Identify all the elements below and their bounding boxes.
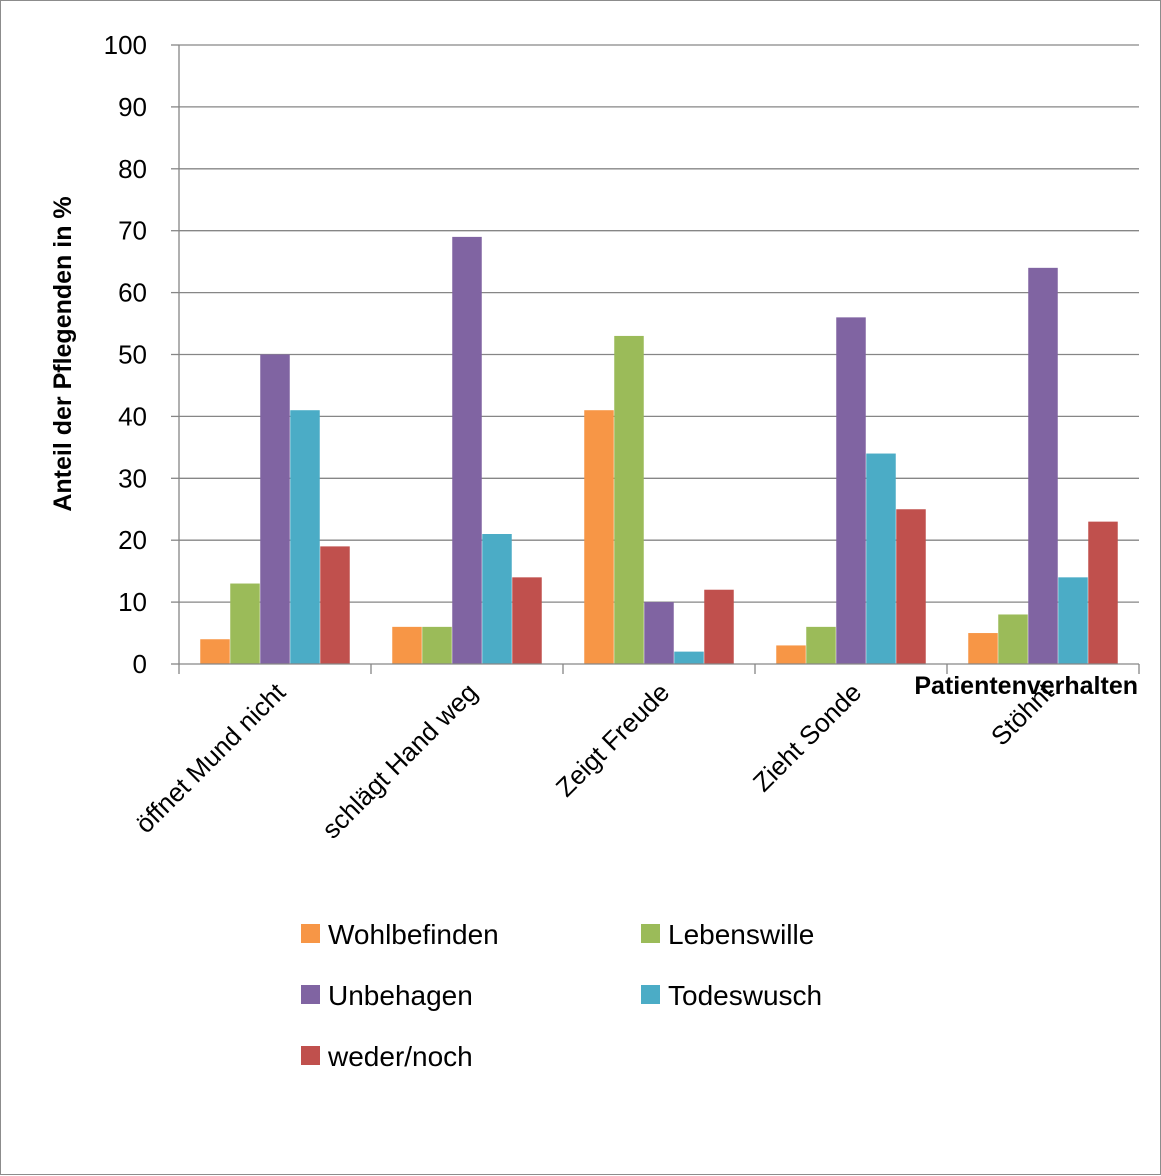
bar-todeswusch xyxy=(866,453,896,664)
y-tick-label: 50 xyxy=(118,340,147,370)
legend-item: Wohlbefinden xyxy=(301,919,499,950)
legend-swatch xyxy=(301,985,320,1004)
bar-wohlbefinden xyxy=(776,645,806,664)
legend-label: Wohlbefinden xyxy=(328,919,499,950)
legend-label: Todeswusch xyxy=(668,980,822,1011)
bar-unbehagen xyxy=(644,602,674,664)
bar-lebenswille xyxy=(422,626,452,664)
y-tick-label: 60 xyxy=(118,278,147,308)
legend-item: weder/noch xyxy=(301,1041,473,1072)
legend-label: Unbehagen xyxy=(328,980,473,1011)
legend-item: Unbehagen xyxy=(301,980,473,1011)
y-axis-title: Anteil der Pflegenden in % xyxy=(49,196,77,511)
bar-todeswusch xyxy=(1058,577,1088,664)
legend-item: Todeswusch xyxy=(641,980,822,1011)
bar-wedernoch xyxy=(512,577,542,664)
bar-todeswusch xyxy=(674,651,704,664)
bar-lebenswille xyxy=(614,335,644,664)
bars xyxy=(200,236,1118,664)
legend-swatch xyxy=(301,924,320,943)
bar-lebenswille xyxy=(998,614,1028,664)
bar-wohlbefinden xyxy=(584,410,614,664)
y-tick-label: 90 xyxy=(118,92,147,122)
bar-lebenswille xyxy=(230,583,260,664)
x-tick-label: öffnet Mund nicht xyxy=(129,676,291,838)
legend-swatch xyxy=(641,985,660,1004)
y-tick-label: 100 xyxy=(104,30,147,60)
y-tick-label: 0 xyxy=(133,649,147,679)
bar-unbehagen xyxy=(452,236,482,664)
bar-wedernoch xyxy=(704,589,734,664)
legend-label: weder/noch xyxy=(327,1041,473,1072)
bar-lebenswille xyxy=(806,626,836,664)
x-tick-label: schlägt Hand weg xyxy=(316,677,483,844)
bar-wedernoch xyxy=(1088,521,1118,664)
legend-label: Lebenswille xyxy=(668,919,814,950)
bar-wedernoch xyxy=(896,509,926,664)
bar-unbehagen xyxy=(836,317,866,664)
bar-unbehagen xyxy=(260,354,290,664)
bar-todeswusch xyxy=(290,410,320,664)
x-axis-title: Patientenverhalten xyxy=(914,672,1138,700)
x-tick-label: Zeigt Freude xyxy=(550,677,675,802)
bar-wohlbefinden xyxy=(200,639,230,664)
legend-item: Lebenswille xyxy=(641,919,814,950)
bar-unbehagen xyxy=(1028,267,1058,664)
y-tick-label: 10 xyxy=(118,587,147,617)
bar-wohlbefinden xyxy=(968,633,998,664)
legend-swatch xyxy=(301,1046,320,1065)
bar-todeswusch xyxy=(482,534,512,664)
y-tick-label: 70 xyxy=(118,216,147,246)
bar-wedernoch xyxy=(320,546,350,664)
gridlines xyxy=(179,44,1139,603)
legend-swatch xyxy=(641,924,660,943)
bar-wohlbefinden xyxy=(392,626,422,664)
y-tick-label: 40 xyxy=(118,401,147,431)
x-tick-label: Zieht Sonde xyxy=(747,677,867,797)
y-tick-label: 20 xyxy=(118,525,147,555)
y-tick-label: 80 xyxy=(118,154,147,184)
legend: Wohlbefinden Lebenswille Unbehagen Todeswus… xyxy=(301,919,822,1072)
y-tick-label: 30 xyxy=(118,463,147,493)
